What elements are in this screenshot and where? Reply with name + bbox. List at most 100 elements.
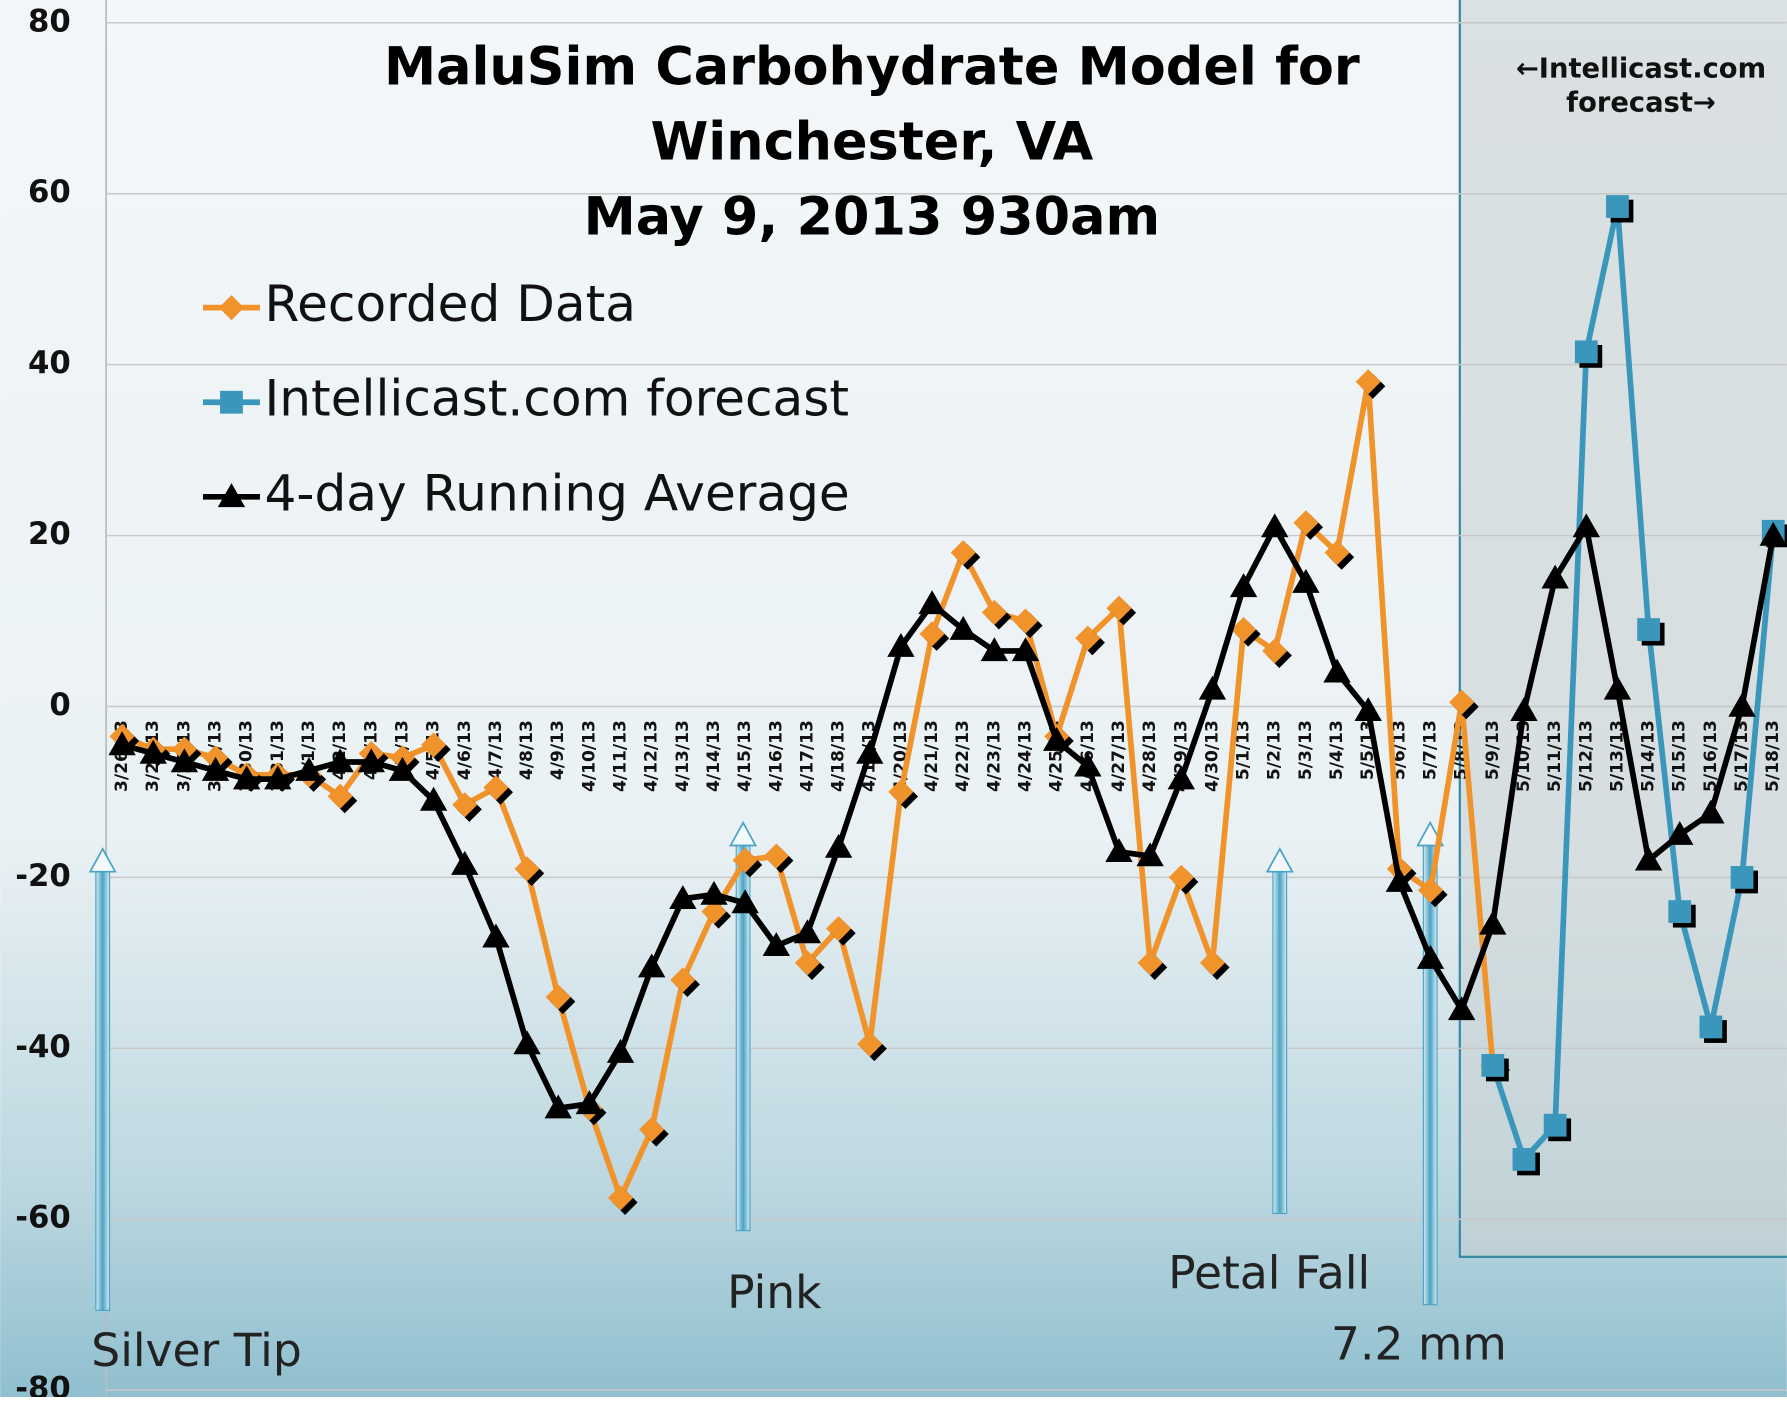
diamond-marker xyxy=(794,950,820,976)
x-tick-label: 4/11/13 xyxy=(611,720,631,792)
diamond-marker xyxy=(1199,950,1225,976)
series-line xyxy=(1490,203,1777,1163)
arrow-head xyxy=(729,820,758,847)
x-tick-label: 4/18/13 xyxy=(829,720,849,792)
y-tick-label: 80 xyxy=(28,3,71,39)
triangle-marker xyxy=(1634,846,1663,871)
x-tick-label: 4/30/13 xyxy=(1202,720,1222,792)
x-tick-label: 4/10/13 xyxy=(579,720,599,792)
diamond-marker xyxy=(1355,369,1381,395)
y-tick-label: -20 xyxy=(15,858,71,894)
y-tick-label: 60 xyxy=(28,174,71,210)
diamond-marker xyxy=(1262,638,1288,664)
diamond-marker xyxy=(732,847,758,873)
forecast-region xyxy=(1458,0,1787,1258)
square-marker xyxy=(1637,618,1660,641)
y-tick-label: 40 xyxy=(28,345,71,381)
forecast-label-box: ←Intellicast.com forecast→ xyxy=(1515,52,1767,119)
diamond-marker xyxy=(1449,689,1475,715)
annotation: Petal Fall xyxy=(1168,1247,1370,1300)
triangle-marker xyxy=(1447,996,1476,1021)
x-tick-label: 5/15/13 xyxy=(1670,720,1690,792)
x-tick-label: 4/14/13 xyxy=(704,720,724,792)
y-tick-label: 20 xyxy=(28,516,71,552)
triangle-marker xyxy=(1385,867,1414,892)
triangle-marker xyxy=(1759,521,1787,546)
chart-subtitle: May 9, 2013 930am xyxy=(583,185,1161,248)
triangle-marker xyxy=(1728,692,1756,717)
triangle-marker xyxy=(1261,513,1289,538)
diamond-marker xyxy=(826,916,852,942)
triangle-marker xyxy=(1541,564,1569,589)
triangle-marker xyxy=(1603,675,1632,700)
diamond-marker xyxy=(1168,864,1194,890)
annotation: Silver Tip xyxy=(91,1324,301,1377)
diamond-marker xyxy=(919,621,945,647)
triangle-marker xyxy=(1136,842,1164,867)
x-tick-label: 4/29/13 xyxy=(1171,720,1191,792)
triangle-marker xyxy=(731,889,759,914)
triangle-marker xyxy=(1042,726,1071,751)
triangle-marker xyxy=(217,483,246,508)
diamond-marker xyxy=(888,779,914,805)
x-tick-label: 5/16/13 xyxy=(1701,720,1721,792)
legend-label: 4-day Running Average xyxy=(265,463,850,522)
x-tick-label: 4/13/13 xyxy=(673,720,693,792)
triangle-marker xyxy=(170,748,199,773)
triangle-marker xyxy=(1105,838,1133,863)
triangle-marker xyxy=(233,765,261,790)
annotation: Pink xyxy=(727,1266,822,1319)
diamond-marker xyxy=(607,1185,634,1211)
triangle-marker xyxy=(918,590,946,615)
square-marker xyxy=(1699,1015,1723,1039)
triangle-marker xyxy=(980,637,1009,662)
x-tick-label: 4/9/13 xyxy=(548,720,568,780)
triangle-marker xyxy=(1011,637,1040,662)
triangle-marker xyxy=(1167,765,1195,790)
x-tick-label: 5/9/13 xyxy=(1483,720,1503,780)
triangle-marker xyxy=(1416,944,1445,969)
x-tick-label: 5/3/13 xyxy=(1296,720,1316,780)
triangle-marker xyxy=(139,739,167,764)
triangle-marker xyxy=(419,786,448,811)
triangle-marker xyxy=(264,765,292,790)
diamond-marker xyxy=(763,843,789,869)
diamond-marker xyxy=(1075,625,1101,651)
diamond-marker xyxy=(1231,617,1257,643)
x-tick-label: 4/16/13 xyxy=(766,720,786,792)
x-tick-label: 5/13/13 xyxy=(1607,720,1627,792)
triangle-marker xyxy=(700,880,728,905)
diamond-marker xyxy=(981,599,1007,626)
triangle-marker xyxy=(1572,513,1600,538)
triangle-marker xyxy=(793,919,822,944)
triangle-marker xyxy=(575,1090,604,1115)
legend-label: Intellicast.com forecast xyxy=(265,369,850,428)
diamond-marker xyxy=(1106,595,1132,621)
triangle-marker xyxy=(1697,799,1725,824)
diamond-marker xyxy=(950,540,976,566)
forecast-label: ←Intellicast.com forecast→ xyxy=(1515,52,1767,119)
triangle-marker xyxy=(1510,697,1538,722)
arrow-shaft xyxy=(1422,842,1438,1306)
x-tick-label: 4/15/13 xyxy=(735,720,755,792)
arrow-shaft xyxy=(1272,868,1288,1215)
diamond-marker xyxy=(514,856,540,882)
triangle-marker xyxy=(1198,675,1227,700)
chart-title: MaluSim Carbohydrate Model for Wincheste… xyxy=(383,35,1360,173)
square-marker xyxy=(1481,1054,1505,1077)
x-tick-label: 5/12/13 xyxy=(1576,720,1596,792)
triangle-marker xyxy=(295,756,323,781)
x-tick-label: 4/24/13 xyxy=(1016,720,1036,792)
triangle-marker xyxy=(544,1094,572,1119)
x-tick-label: 4/12/13 xyxy=(642,720,662,792)
x-tick-label: 4/27/13 xyxy=(1109,720,1129,792)
diamond-marker xyxy=(1293,510,1319,536)
triangle-marker xyxy=(1229,573,1258,598)
x-tick-label: 4/28/13 xyxy=(1140,720,1160,792)
diamond-marker xyxy=(327,783,353,809)
y-tick-label: 0 xyxy=(49,687,70,723)
diamond-marker xyxy=(1417,877,1444,903)
square-marker xyxy=(220,390,243,414)
legend-label: Recorded Data xyxy=(265,274,636,333)
